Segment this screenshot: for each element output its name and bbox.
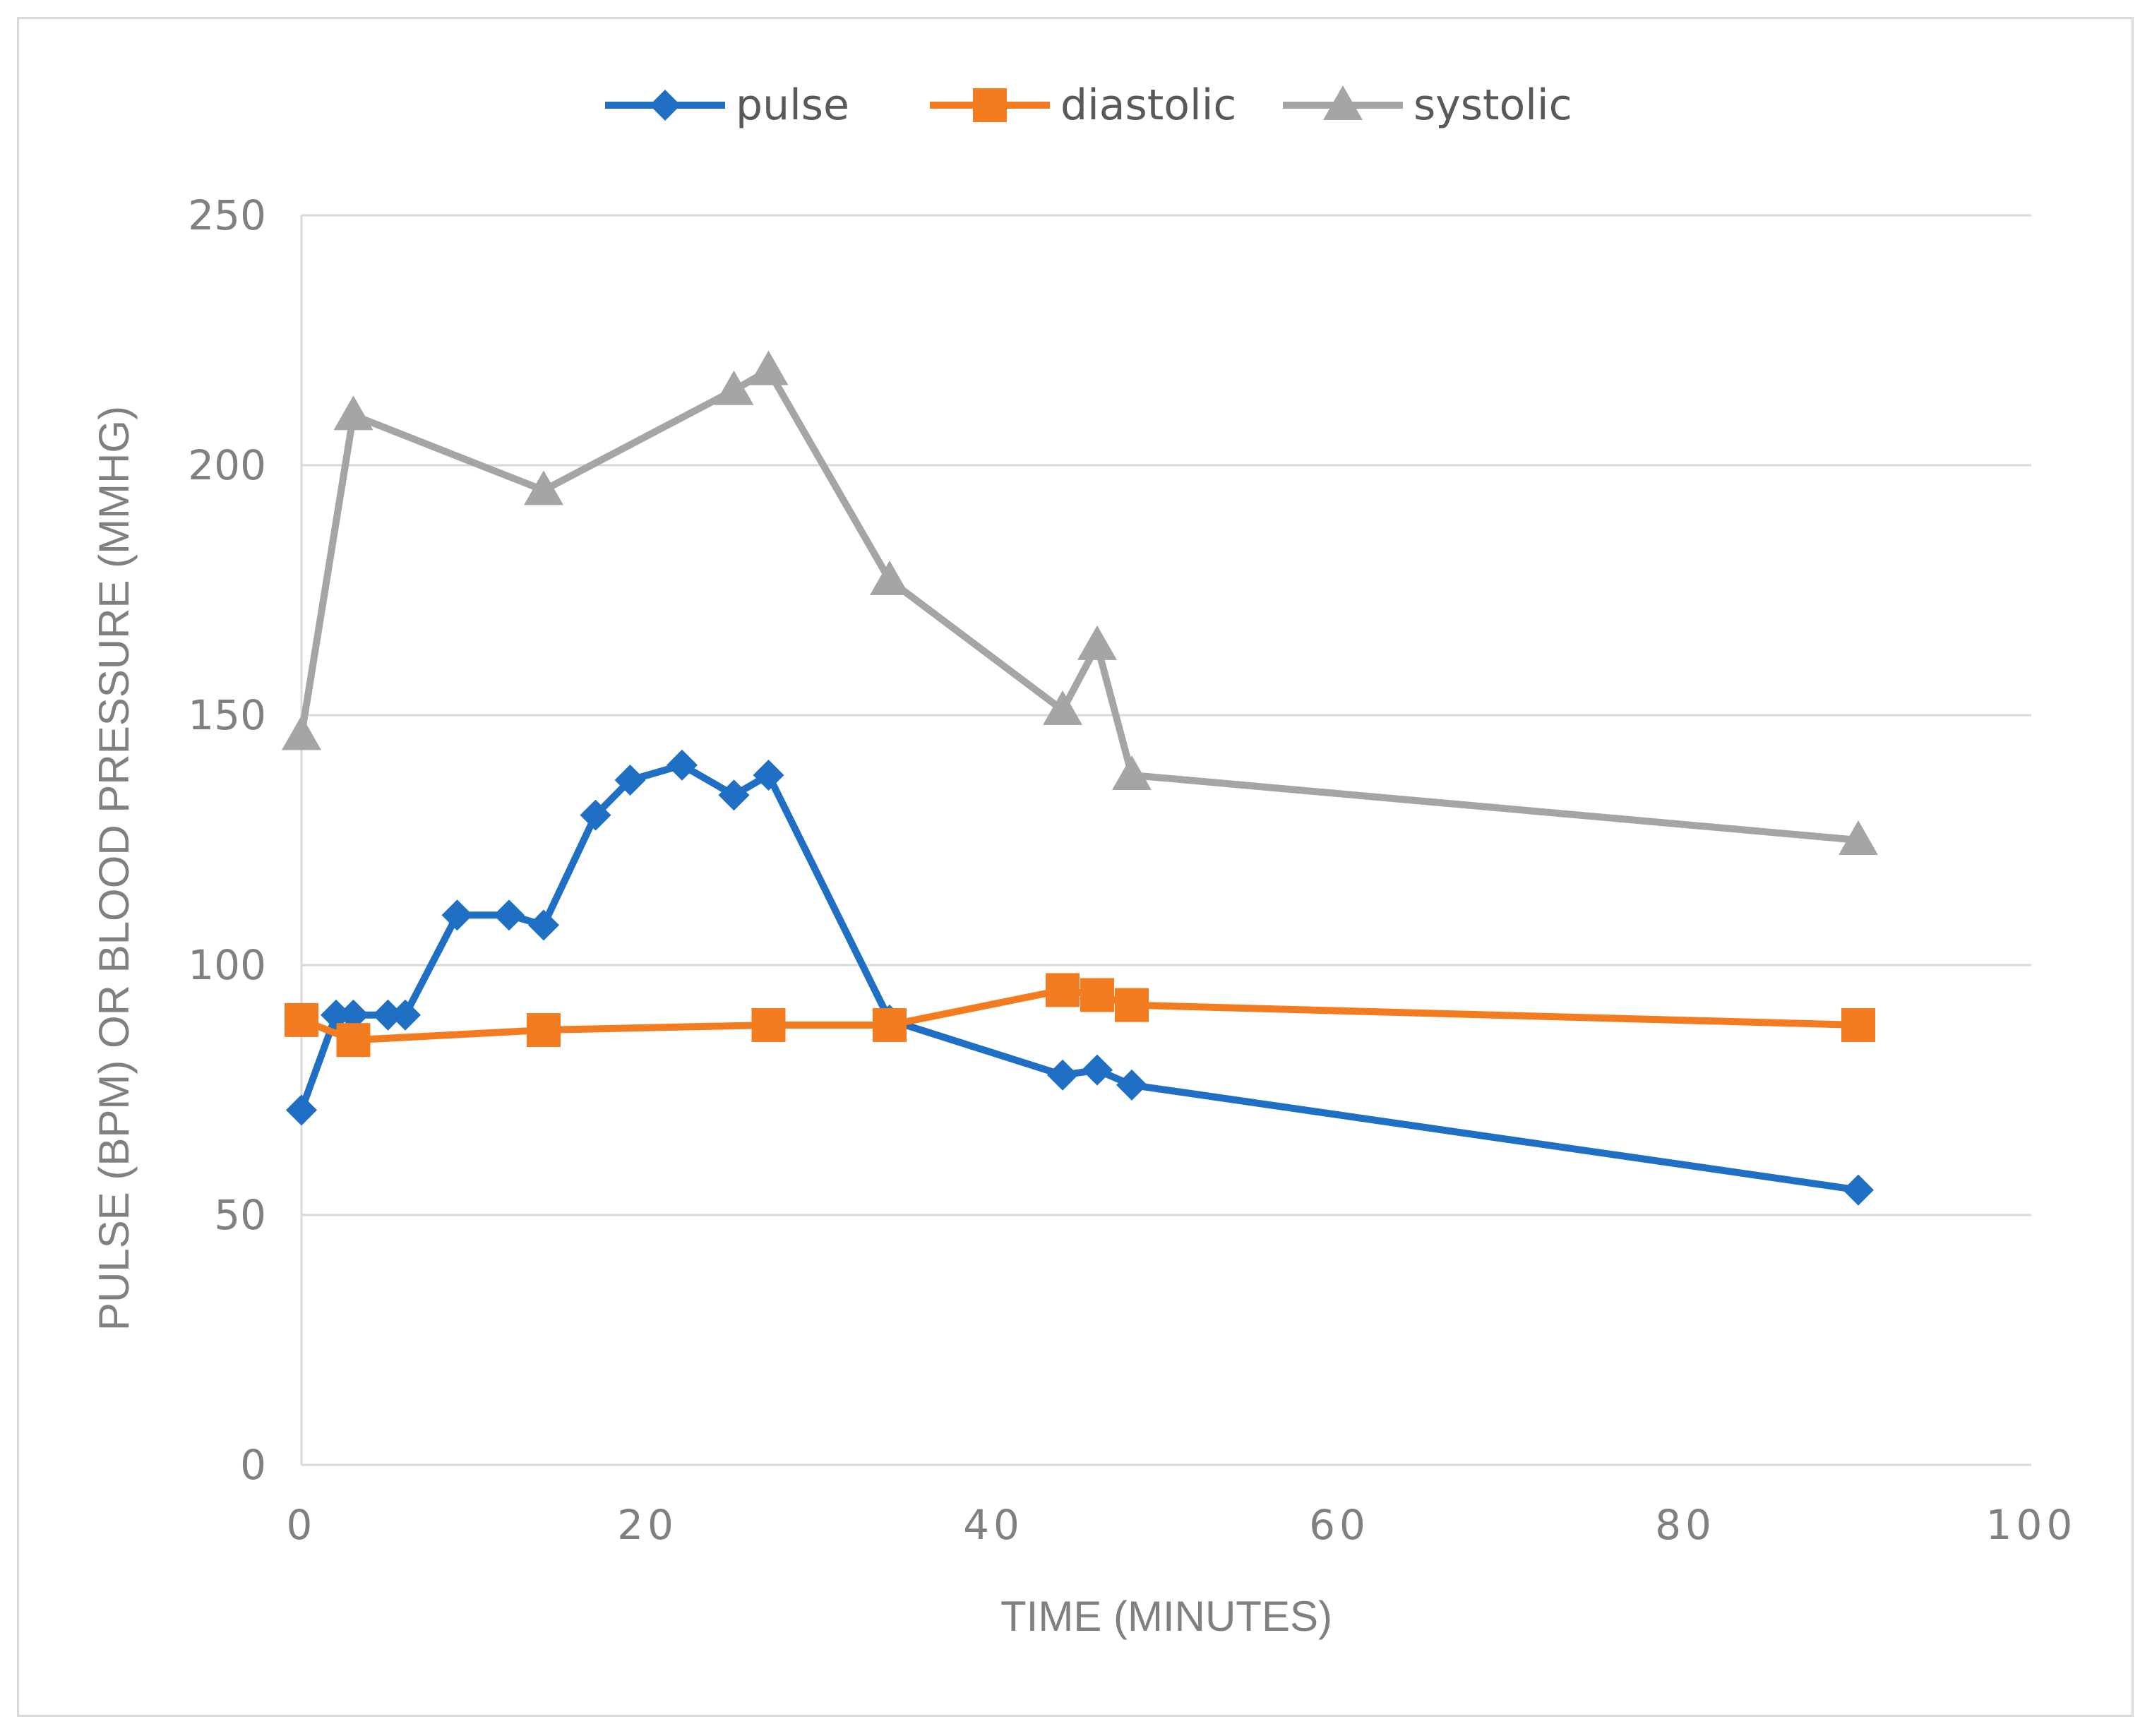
legend-swatch-marker xyxy=(973,88,1007,122)
pulse-point xyxy=(1082,1054,1113,1086)
pulse-point xyxy=(494,899,525,931)
pulse-point xyxy=(372,999,404,1031)
diastolic-point xyxy=(873,1007,907,1042)
pulse-point xyxy=(753,759,784,791)
pulse-point xyxy=(441,899,473,931)
systolic-point xyxy=(748,350,789,385)
y-tick-label: 150 xyxy=(188,691,266,739)
systolic-point xyxy=(333,395,373,431)
legend-label: diastolic xyxy=(1060,80,1236,130)
pulse-point xyxy=(321,999,352,1031)
legend-label: systolic xyxy=(1413,80,1572,130)
x-tick-label: 40 xyxy=(963,1501,1024,1549)
diastolic-point xyxy=(336,1023,371,1058)
x-tick-label: 100 xyxy=(1986,1501,2077,1549)
diastolic-point xyxy=(1841,1007,1875,1042)
legend-swatch-marker xyxy=(650,90,681,121)
x-tick-label: 0 xyxy=(287,1501,317,1549)
diastolic-point xyxy=(1080,978,1114,1012)
systolic-line xyxy=(298,366,1859,844)
pulse-point xyxy=(718,779,750,811)
pulse-point xyxy=(286,1094,317,1126)
pulse-point xyxy=(666,749,698,781)
y-tick-label: 50 xyxy=(214,1191,266,1239)
pulse-point xyxy=(614,765,646,796)
legend-swatch-marker xyxy=(1323,85,1363,120)
legend-layer: pulse diastolic systolic xyxy=(605,80,1572,130)
y-tick-label: 250 xyxy=(188,191,266,239)
chart-frame: 0 50 100 150 200 250 0 20 40 60 80 100 TIME (MINUTES… xyxy=(17,17,2134,1717)
x-tick-label: 60 xyxy=(1309,1501,1370,1549)
pulse-point xyxy=(337,999,369,1031)
series-diastolic xyxy=(285,973,1875,1058)
x-tick-label: 20 xyxy=(617,1501,678,1549)
pulse-point xyxy=(1116,1069,1147,1101)
series-systolic xyxy=(282,350,1878,855)
systolic-point xyxy=(1043,690,1082,725)
systolic-point xyxy=(714,370,754,405)
pulse-point xyxy=(580,799,611,831)
systolic-point xyxy=(282,715,321,750)
legend-item-systolic: systolic xyxy=(1283,80,1572,130)
pulse-point xyxy=(1047,1059,1078,1091)
x-axis-title: TIME (MINUTES) xyxy=(1000,1593,1332,1640)
y-tick-label: 200 xyxy=(188,441,266,489)
pulse-point xyxy=(528,909,559,941)
systolic-point xyxy=(1112,755,1152,790)
legend-item-pulse: pulse xyxy=(605,80,849,130)
chart-svg: 0 50 100 150 200 250 0 20 40 60 80 100 TIME (MINUTES… xyxy=(90,80,2077,1640)
series-pulse xyxy=(286,749,1874,1206)
diastolic-point xyxy=(285,1002,318,1037)
diastolic-point xyxy=(751,1007,786,1042)
systolic-point xyxy=(1839,820,1878,855)
legend-label: pulse xyxy=(736,80,849,130)
y-axis-title: PULSE (BPM) OR BLOOD PRESSURE (MMHG) xyxy=(90,406,138,1331)
pulse-point xyxy=(1843,1174,1874,1206)
axis-layer: 0 50 100 150 200 250 0 20 40 60 80 100 TIME (MINUTES… xyxy=(90,191,2077,1640)
y-tick-label: 100 xyxy=(188,941,266,989)
systolic-point xyxy=(870,560,909,595)
legend-item-diastolic: diastolic xyxy=(930,80,1236,130)
systolic-point xyxy=(524,470,563,505)
pulse-line xyxy=(298,761,1859,1194)
diastolic-point xyxy=(1046,973,1080,1007)
diastolic-point xyxy=(527,1013,561,1048)
systolic-point xyxy=(1077,625,1117,660)
y-tick-label: 0 xyxy=(240,1441,266,1489)
diastolic-point xyxy=(1115,988,1149,1022)
grid-layer xyxy=(301,214,2031,1216)
pulse-point xyxy=(390,999,421,1031)
series-layer xyxy=(282,350,1878,1206)
x-tick-label: 80 xyxy=(1655,1501,1716,1549)
